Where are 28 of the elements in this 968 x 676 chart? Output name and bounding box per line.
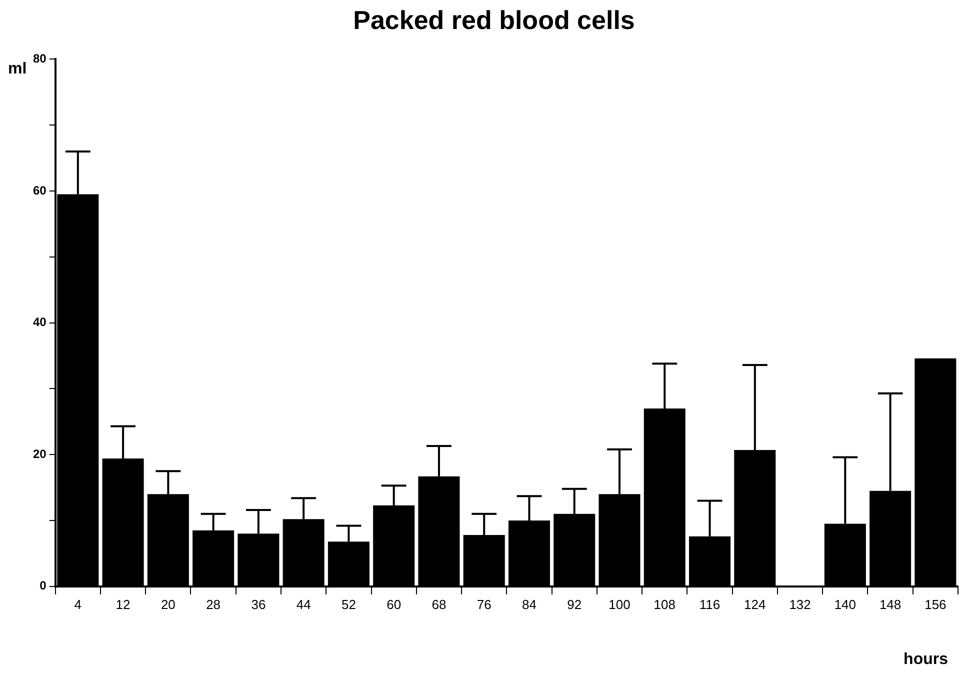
x-tick-label: 100 <box>608 596 630 612</box>
x-tick-label: 60 <box>386 596 402 612</box>
x-tick-label: 156 <box>924 596 946 612</box>
x-tick-label: 4 <box>74 596 82 612</box>
x-tick-label: 36 <box>251 596 266 612</box>
x-tick-label: 68 <box>432 596 446 612</box>
x-tick-label: 124 <box>744 596 766 612</box>
y-tick-label: 80 <box>32 52 47 66</box>
x-tick-label: 108 <box>654 596 676 612</box>
x-tick-label: 20 <box>160 596 176 612</box>
y-tick-label: 40 <box>32 315 47 330</box>
y-axis-title: ml <box>8 60 27 78</box>
x-tick-label: 84 <box>522 596 536 612</box>
chart-title: Packed red blood cells <box>353 4 635 35</box>
x-tick-label: 52 <box>341 596 356 612</box>
x-tick-label: 44 <box>296 596 311 612</box>
x-tick-label: 116 <box>699 596 720 612</box>
x-tick-label: 132 <box>789 596 811 612</box>
y-tick-label: 0 <box>40 578 47 593</box>
x-tick-label: 92 <box>567 596 582 612</box>
y-tick-label: 60 <box>32 183 47 198</box>
x-tick-label: 140 <box>834 596 856 612</box>
x-axis-title: hours <box>904 651 948 668</box>
x-tick-label: 76 <box>476 596 492 612</box>
x-tick-label: 12 <box>116 596 130 612</box>
x-tick-label: 28 <box>206 596 221 612</box>
y-tick-label: 20 <box>32 446 47 461</box>
x-tick-label: 148 <box>879 596 902 612</box>
